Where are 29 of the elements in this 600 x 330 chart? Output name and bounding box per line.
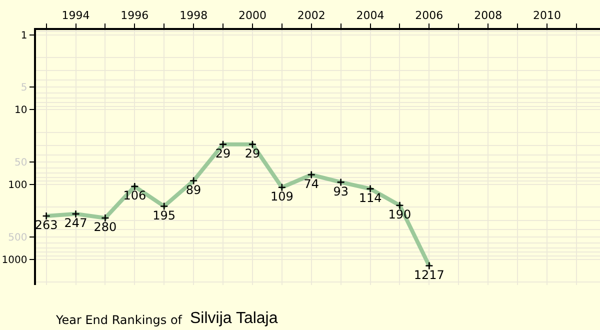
x-tick-label: 2010 — [532, 8, 561, 22]
data-label: 190 — [388, 208, 412, 222]
data-label: 247 — [64, 216, 88, 230]
data-label: 29 — [244, 146, 260, 160]
y-tick-label: 1 — [20, 30, 28, 42]
data-label: 93 — [333, 184, 348, 198]
x-tick-label: 1996 — [120, 8, 149, 22]
data-label: 280 — [94, 220, 117, 234]
text: Silvija Talaja — [190, 310, 278, 327]
x-tick-label: 1998 — [180, 8, 208, 22]
text: Year End Rankings of — [55, 313, 183, 327]
data-label: 74 — [304, 176, 320, 191]
x-tick-label: 2002 — [297, 8, 326, 22]
data-label: 263 — [34, 218, 58, 232]
x-tick-label: 2006 — [415, 8, 444, 22]
data-label: 195 — [152, 208, 176, 222]
x-tick-label: 2000 — [238, 8, 266, 22]
data-label: 1217 — [414, 268, 444, 282]
y-tick-label: 1000 — [2, 254, 28, 266]
data-label: 114 — [358, 190, 382, 205]
x-tick-label: 2004 — [356, 8, 384, 22]
y-tick-label: 100 — [8, 180, 28, 192]
data-label: 29 — [215, 146, 231, 160]
x-tick-label: 2008 — [474, 8, 502, 22]
y-tick-label: 10 — [14, 105, 28, 116]
data-label: 109 — [270, 189, 294, 204]
x-tick-label: 1994 — [62, 8, 90, 22]
data-label: 106 — [123, 188, 146, 203]
data-label: 89 — [186, 182, 202, 197]
